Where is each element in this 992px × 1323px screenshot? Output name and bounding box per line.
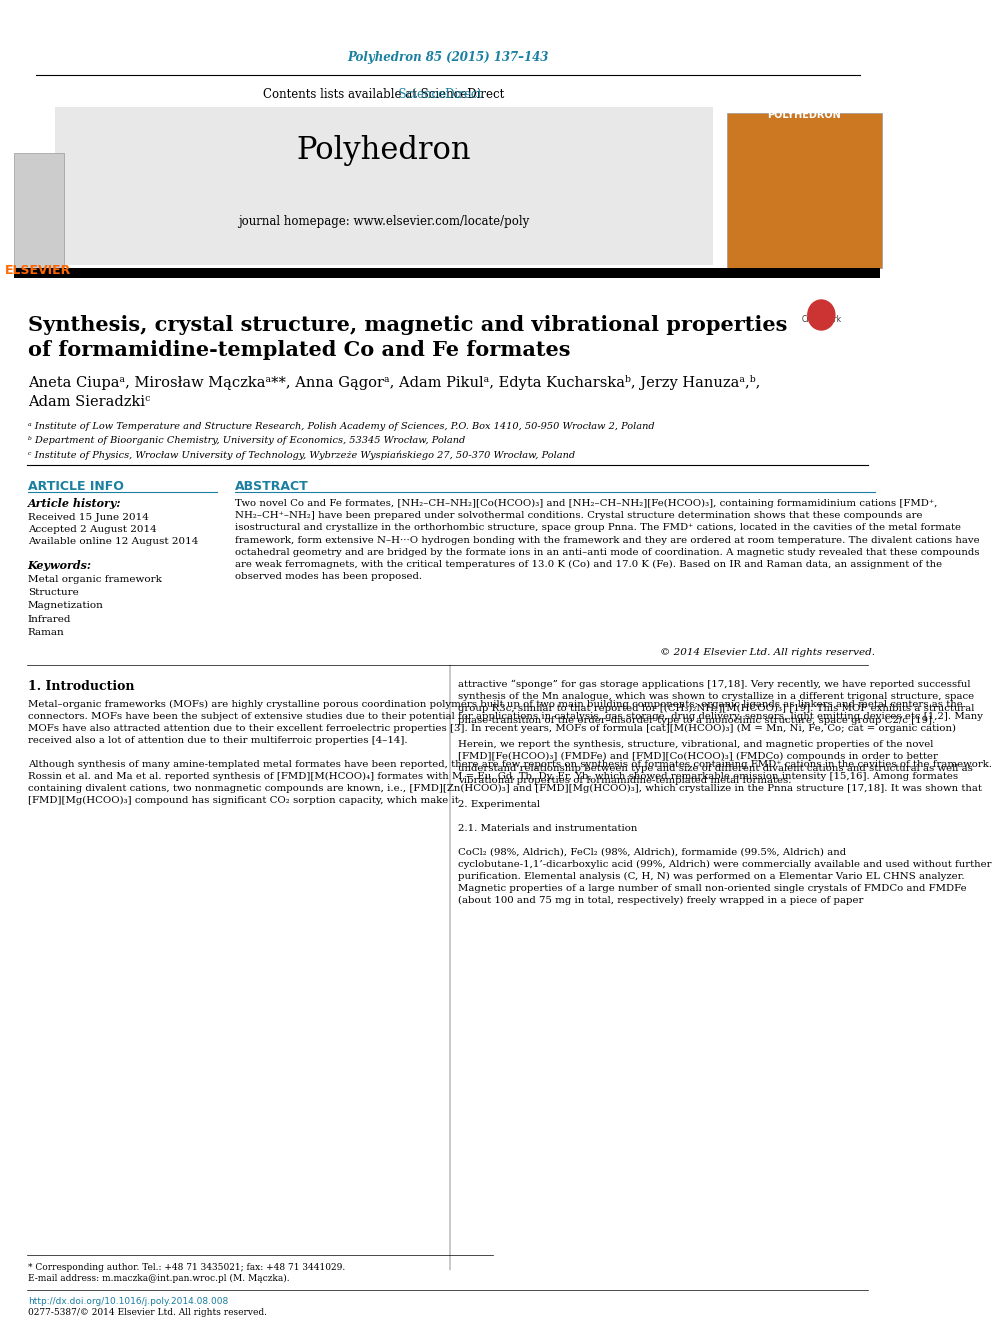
Text: ᵇ Department of Bioorganic Chemistry, University of Economics, 53345 Wrocław, Po: ᵇ Department of Bioorganic Chemistry, Un… (28, 437, 465, 445)
Text: Keywords:: Keywords: (28, 560, 91, 572)
Text: attractive “sponge” for gas storage applications [17,18]. Very recently, we have: attractive “sponge” for gas storage appl… (458, 680, 991, 905)
FancyBboxPatch shape (14, 269, 880, 278)
Text: ELSEVIER: ELSEVIER (5, 263, 71, 277)
FancyBboxPatch shape (14, 153, 63, 269)
Text: 1. Introduction: 1. Introduction (28, 680, 134, 693)
Circle shape (807, 300, 835, 329)
Text: Synthesis, crystal structure, magnetic and vibrational properties
of formamidine: Synthesis, crystal structure, magnetic a… (28, 315, 787, 360)
Text: Contents lists available at ScienceDirect: Contents lists available at ScienceDirec… (263, 89, 505, 102)
Text: journal homepage: www.elsevier.com/locate/poly: journal homepage: www.elsevier.com/locat… (238, 216, 530, 229)
Text: * Corresponding author. Tel.: +48 71 3435021; fax: +48 71 3441029.: * Corresponding author. Tel.: +48 71 343… (28, 1263, 345, 1271)
Text: ScienceDirect: ScienceDirect (286, 89, 482, 102)
Text: Metal organic framework
Structure
Magnetization
Infrared
Raman: Metal organic framework Structure Magnet… (28, 576, 162, 636)
Text: CrossMark: CrossMark (802, 315, 841, 324)
FancyBboxPatch shape (726, 112, 882, 269)
Text: 0277-5387/© 2014 Elsevier Ltd. All rights reserved.: 0277-5387/© 2014 Elsevier Ltd. All right… (28, 1308, 267, 1316)
Text: ABSTRACT: ABSTRACT (235, 480, 309, 493)
Text: Polyhedron: Polyhedron (297, 135, 471, 165)
Text: http://dx.doi.org/10.1016/j.poly.2014.08.008: http://dx.doi.org/10.1016/j.poly.2014.08… (28, 1297, 228, 1306)
Text: Article history:: Article history: (28, 497, 121, 509)
Text: Accepted 2 August 2014: Accepted 2 August 2014 (28, 525, 157, 534)
Text: © 2014 Elsevier Ltd. All rights reserved.: © 2014 Elsevier Ltd. All rights reserved… (661, 648, 876, 658)
Text: ᵃ Institute of Low Temperature and Structure Research, Polish Academy of Science: ᵃ Institute of Low Temperature and Struc… (28, 422, 655, 431)
Text: Polyhedron 85 (2015) 137–143: Polyhedron 85 (2015) 137–143 (347, 52, 549, 65)
Text: E-mail address: m.maczka@int.pan.wroc.pl (M. Mączka).: E-mail address: m.maczka@int.pan.wroc.pl… (28, 1274, 290, 1283)
Text: Metal–organic frameworks (MOFs) are highly crystalline porous coordination polym: Metal–organic frameworks (MOFs) are high… (28, 700, 992, 806)
Text: Available online 12 August 2014: Available online 12 August 2014 (28, 537, 198, 546)
Text: ARTICLE INFO: ARTICLE INFO (28, 480, 124, 493)
FancyBboxPatch shape (55, 107, 713, 265)
Text: ᶜ Institute of Physics, Wrocław University of Technology, Wybrzeże Wyspiańskiego: ᶜ Institute of Physics, Wrocław Universi… (28, 450, 574, 459)
Text: Aneta Ciupaᵃ, Mirosław Mączkaᵃ**, Anna Gągorᵃ, Adam Pikulᵃ, Edyta Kucharskaᵇ, Je: Aneta Ciupaᵃ, Mirosław Mączkaᵃ**, Anna G… (28, 374, 760, 410)
Text: Two novel Co and Fe formates, [NH₂–CH–NH₂][Co(HCOO)₃] and [NH₂–CH–NH₂][Fe(HCOO)₃: Two novel Co and Fe formates, [NH₂–CH–NH… (235, 499, 980, 581)
Text: Received 15 June 2014: Received 15 June 2014 (28, 513, 149, 523)
Text: POLYHEDRON: POLYHEDRON (768, 110, 841, 120)
